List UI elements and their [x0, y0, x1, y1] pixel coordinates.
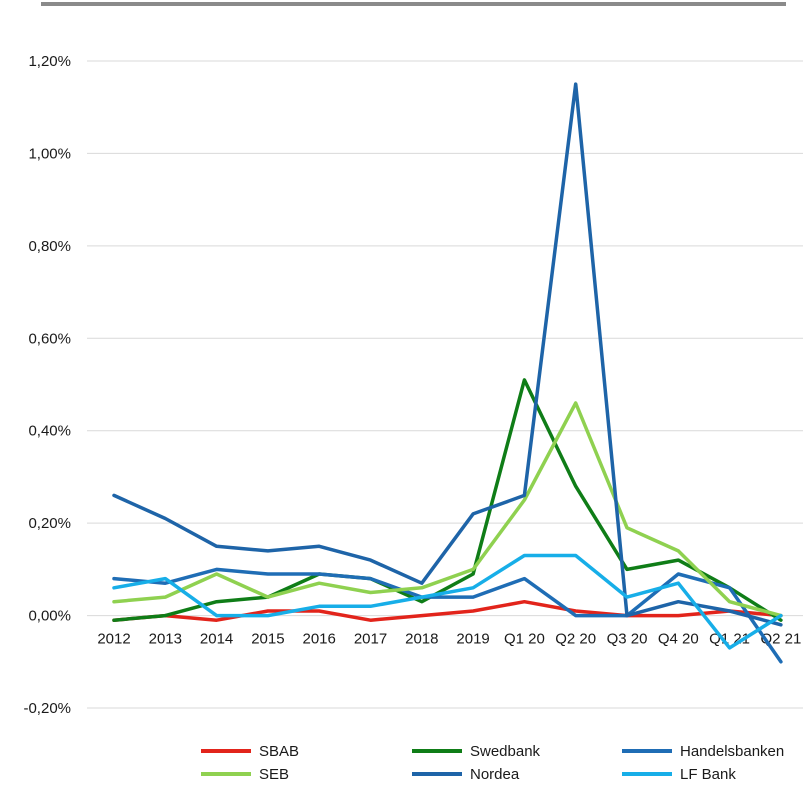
- series-line-nordea: [112, 82, 783, 627]
- y-tick-label: 0,40%: [28, 423, 71, 440]
- x-tick-label: Q2 21: [760, 631, 801, 648]
- series-line-swedbank: [112, 378, 783, 622]
- x-tick-label: 2017: [354, 631, 387, 648]
- x-tick-label: 2012: [97, 631, 130, 648]
- legend-label-lf-bank: LF Bank: [680, 766, 736, 783]
- y-tick-label: 1,20%: [28, 53, 71, 70]
- gridlines: [87, 60, 803, 709]
- series-line-seb: [112, 401, 783, 618]
- legend-label-sbab: SBAB: [259, 743, 299, 760]
- y-tick-label: 1,00%: [28, 145, 71, 162]
- x-tick-label: Q1 20: [504, 631, 545, 648]
- x-tick-label: 2015: [251, 631, 284, 648]
- legend: SBAB Swedbank Handelsbanken SEB Nordea LF Ban…: [201, 743, 784, 783]
- y-tick-label: 0,00%: [28, 608, 71, 625]
- y-tick-label: 0,60%: [28, 330, 71, 347]
- x-tick-label: 2016: [303, 631, 336, 648]
- series-line-lf-bank: [112, 553, 783, 650]
- y-tick-label: 0,80%: [28, 238, 71, 255]
- x-tick-label: 2019: [456, 631, 489, 648]
- series-line-handelsbanken: [112, 567, 783, 664]
- legend-label-nordea: Nordea: [470, 766, 520, 783]
- x-tick-label: Q2 20: [555, 631, 596, 648]
- x-tick-label: 2014: [200, 631, 233, 648]
- legend-label-seb: SEB: [259, 766, 289, 783]
- x-axis-ticks: 2012 2013 2014 2015 2016 2017 2018 2019 Q1 20 Q2 …: [97, 631, 801, 648]
- series-line-sbab: [112, 599, 783, 622]
- x-tick-label: 2018: [405, 631, 438, 648]
- series-lines: [112, 82, 783, 664]
- y-tick-label: 0,20%: [28, 515, 71, 532]
- legend-label-swedbank: Swedbank: [470, 743, 541, 760]
- legend-label-handelsbanken: Handelsbanken: [680, 743, 784, 760]
- y-axis-ticks: -0,20% 0,00% 0,20% 0,40% 0,60% 0,80% 1,00% 1,20…: [23, 53, 71, 717]
- y-tick-label: -0,20%: [23, 700, 71, 717]
- x-tick-label: 2013: [149, 631, 182, 648]
- x-tick-label: Q4 20: [658, 631, 699, 648]
- x-tick-label: Q3 20: [607, 631, 648, 648]
